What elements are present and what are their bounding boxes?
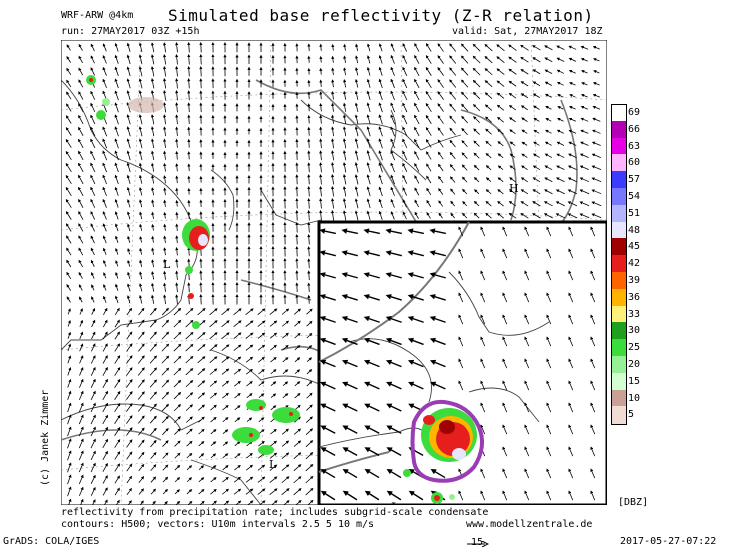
legend-swatch [611, 322, 627, 339]
reflectivity-map: H L L [61, 40, 607, 505]
legend-swatch [611, 171, 627, 188]
legend-swatch [611, 154, 627, 171]
legend-label: 42 [628, 258, 640, 269]
run-label: run: 27MAY2017 03Z +15h [61, 26, 199, 37]
footer-line-1: reflectivity from precipitation rate; in… [61, 507, 488, 518]
legend-swatch [611, 205, 627, 222]
legend-label: 25 [628, 342, 640, 353]
low-label-1: L [163, 258, 171, 271]
legend-label: 30 [628, 325, 640, 336]
legend-label: 60 [628, 157, 640, 168]
high-label: H [509, 182, 519, 195]
legend-swatch [611, 356, 627, 373]
legend-label: 45 [628, 241, 640, 252]
legend-label: 39 [628, 275, 640, 286]
website-label: www.modellzentrale.de [466, 519, 592, 530]
legend-label: 54 [628, 191, 640, 202]
legend-swatch [611, 272, 627, 289]
legend-label: 36 [628, 292, 640, 303]
footer-line-2: contours: H500; vectors: U10m intervals … [61, 519, 374, 530]
legend-swatch [611, 289, 627, 306]
model-label: WRF-ARW @4km [61, 10, 133, 21]
legend-label: 66 [628, 124, 640, 135]
legend-label: 63 [628, 141, 640, 152]
legend-swatch [611, 390, 627, 407]
legend-swatch [611, 255, 627, 272]
legend-swatch [611, 121, 627, 138]
reference-vector-label: 15 [471, 537, 483, 548]
legend-swatch [611, 306, 627, 323]
author-credit: (c) Janek Zimmer [40, 390, 51, 486]
legend-label: 5 [628, 409, 634, 420]
legend-swatch [611, 222, 627, 239]
inset-frame [319, 222, 607, 505]
legend-swatch [611, 406, 627, 424]
zoom-inset: L [319, 222, 607, 505]
legend-swatch [611, 188, 627, 205]
low-label-inset: L [391, 501, 400, 505]
legend-unit: [DBZ] [618, 497, 648, 508]
legend-label: 69 [628, 107, 640, 118]
map-canvas: H L L [61, 40, 607, 505]
legend-label: 48 [628, 225, 640, 236]
legend-label: 57 [628, 174, 640, 185]
legend-label: 15 [628, 376, 640, 387]
legend-label: 33 [628, 309, 640, 320]
grads-credit: GrADS: COLA/IGES [3, 536, 99, 547]
valid-label: valid: Sat, 27MAY2017 18Z [452, 26, 603, 37]
timestamp: 2017-05-27-07:22 [620, 536, 716, 547]
legend-swatch [611, 373, 627, 390]
low-label-2: L [269, 458, 277, 471]
legend-swatch [611, 339, 627, 356]
legend-label: 51 [628, 208, 640, 219]
legend-label: 20 [628, 359, 640, 370]
legend-label: 10 [628, 393, 640, 404]
legend-swatch [611, 138, 627, 155]
legend-swatch [611, 104, 627, 122]
chart-title: Simulated base reflectivity (Z-R relatio… [168, 6, 594, 25]
legend-swatch [611, 238, 627, 255]
